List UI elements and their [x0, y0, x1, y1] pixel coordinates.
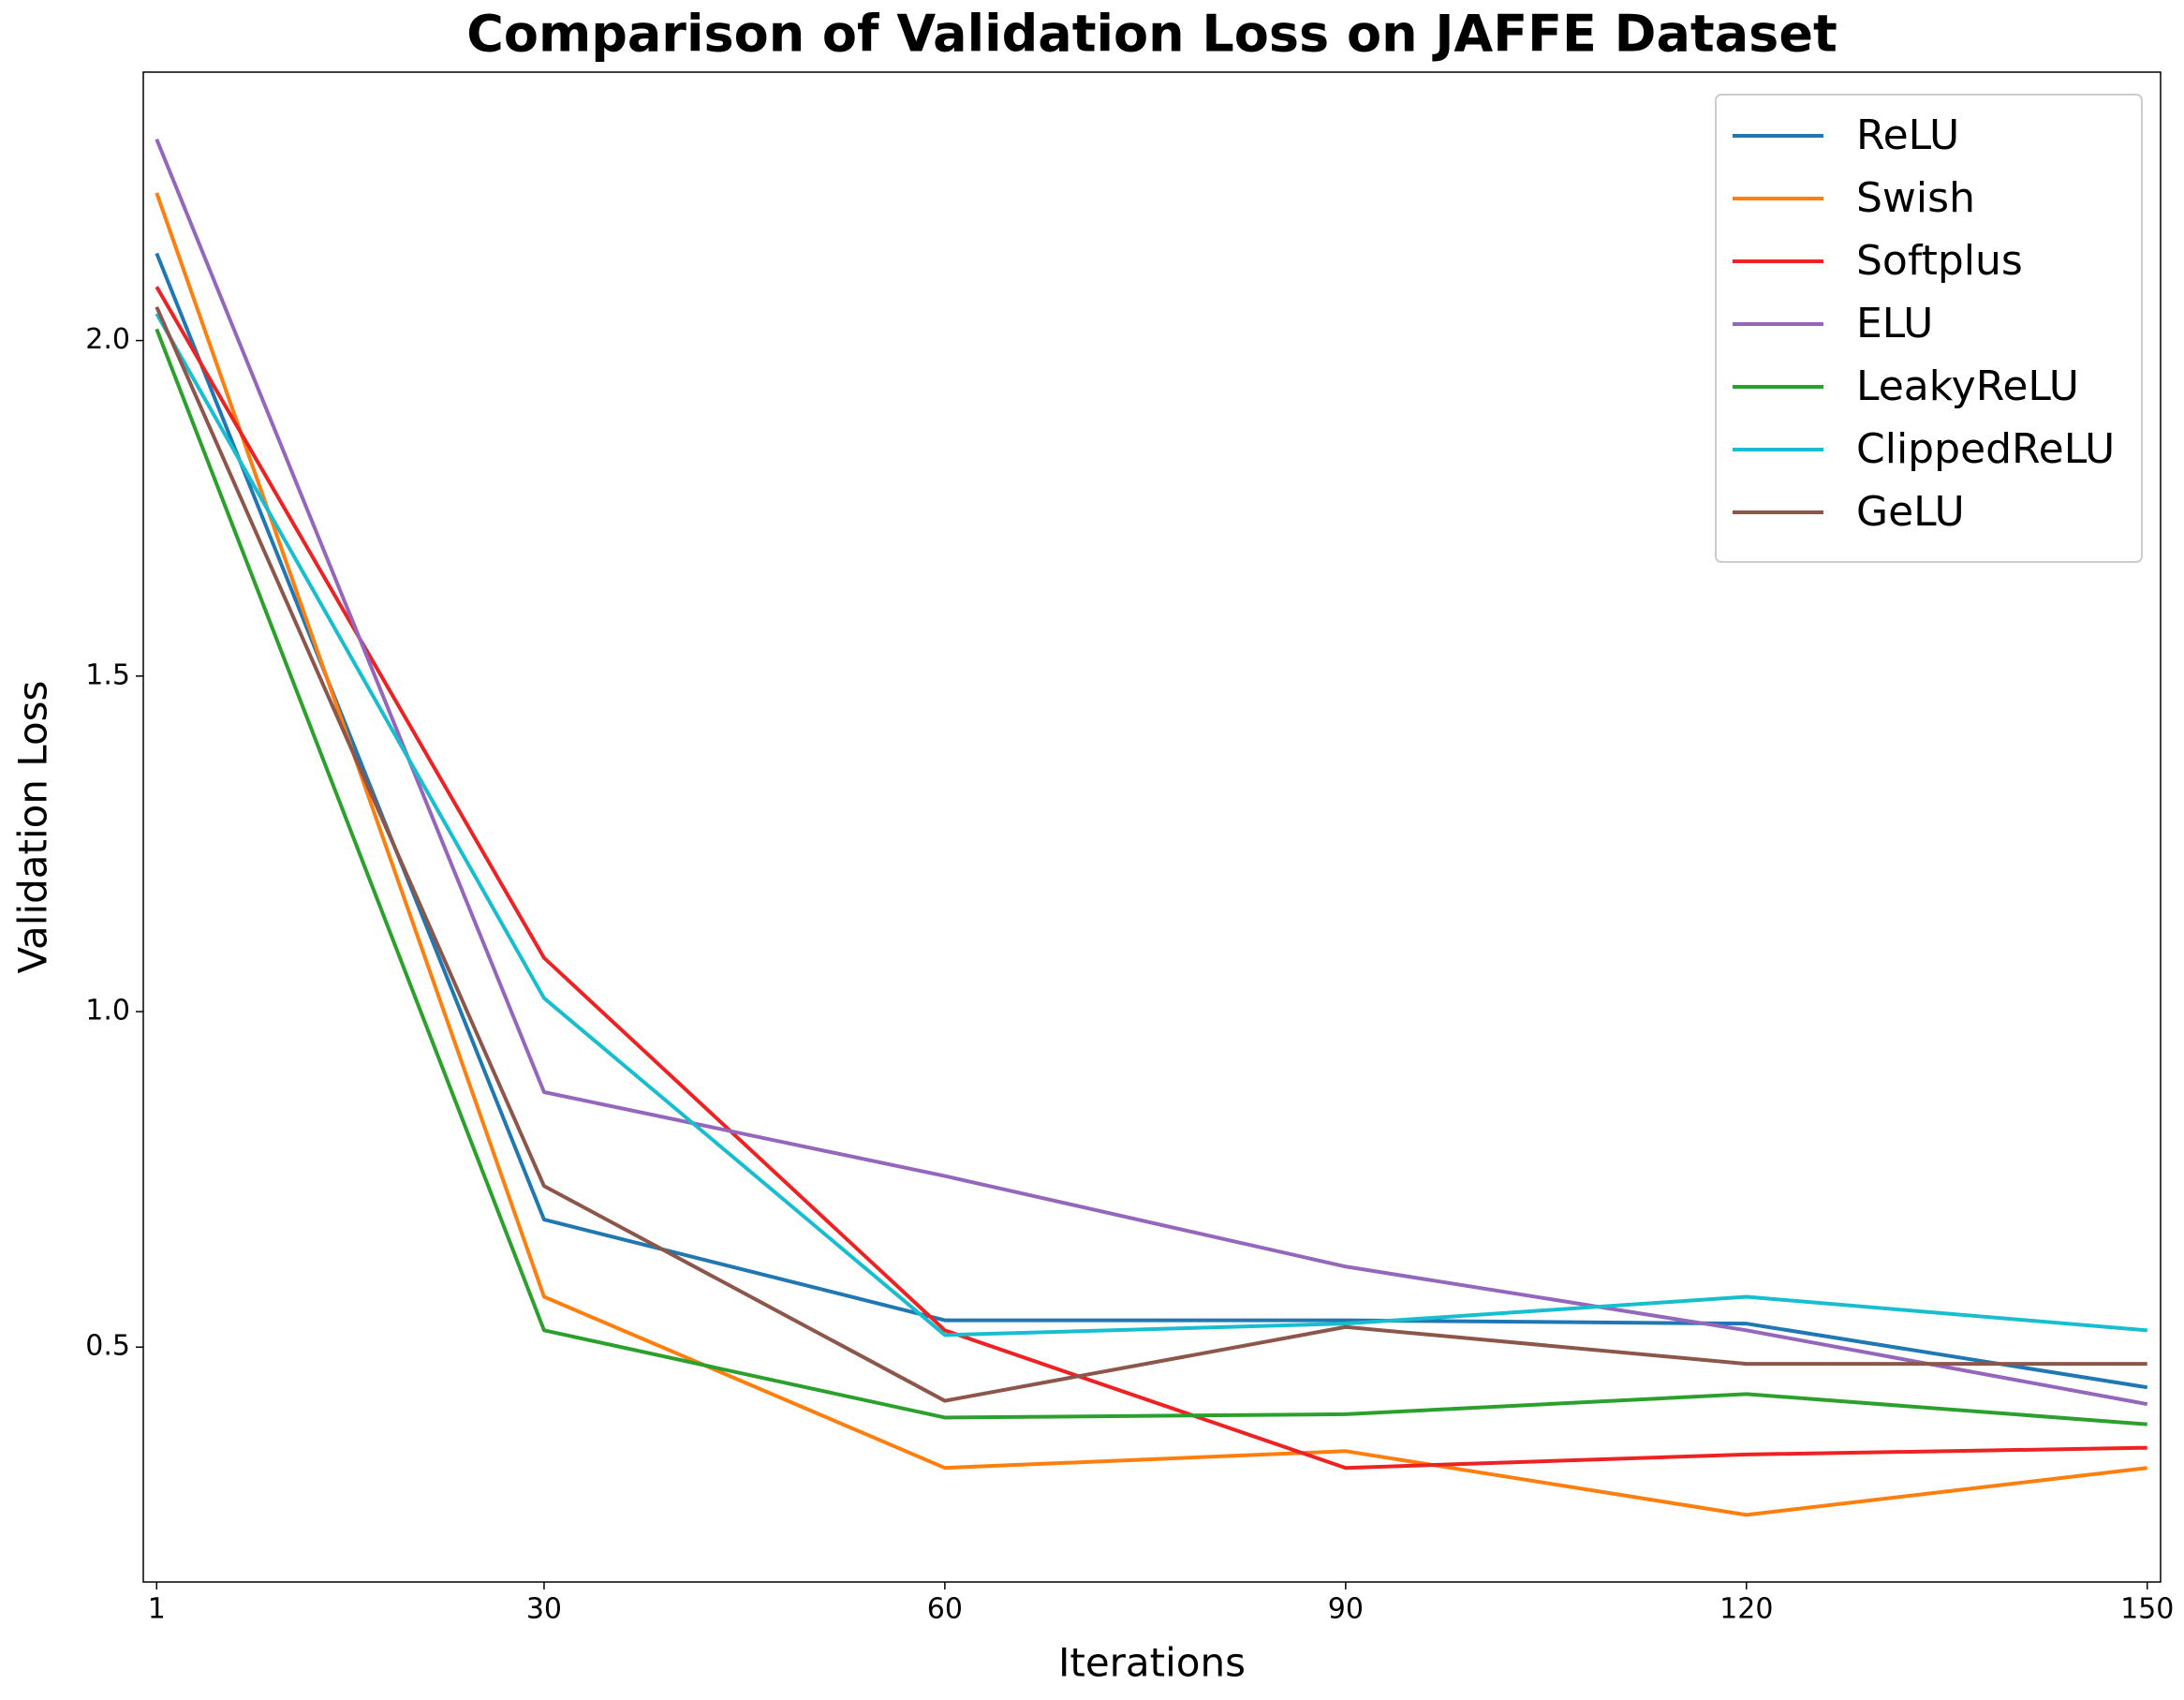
- x-tick-label: 120: [1719, 1593, 1773, 1626]
- x-tick-label: 1: [148, 1593, 166, 1626]
- legend: ReLU Swish Softplus ELU LeakyReLU ClippedReLU…: [1715, 94, 2143, 563]
- x-tick-label: 90: [1328, 1593, 1364, 1626]
- x-axis-label: Iterations: [1058, 1640, 1246, 1686]
- legend-label: Softplus: [1856, 237, 2023, 285]
- legend-label: LeakyReLU: [1856, 362, 2079, 410]
- y-axis-label: Validation Loss: [10, 681, 56, 974]
- series-line: [155, 305, 2147, 1403]
- legend-label: ClippedReLU: [1856, 425, 2115, 473]
- x-tick-label: 150: [2120, 1593, 2174, 1626]
- series-line: [155, 286, 2147, 1471]
- legend-label: GeLU: [1856, 488, 1965, 536]
- y-tick-label: 0.5: [85, 1330, 130, 1363]
- legend-label: ELU: [1856, 300, 1933, 347]
- x-tick-label: 30: [526, 1593, 562, 1626]
- chart-title: Comparison of Validation Loss on JAFFE D…: [466, 5, 1837, 64]
- y-tick-label: 1.5: [85, 658, 130, 691]
- legend-box: [1715, 94, 2143, 563]
- series-line: [155, 192, 2147, 1517]
- y-tick-label: 2.0: [85, 323, 130, 356]
- plot-frame: [142, 71, 2162, 1583]
- series-line: [155, 328, 2147, 1427]
- series-line: [155, 312, 2147, 1338]
- y-tick-label: 1.0: [85, 995, 130, 1027]
- series-line: [155, 138, 2148, 1407]
- legend-label: Swish: [1856, 174, 1975, 222]
- series-line: [155, 252, 2148, 1390]
- legend-label: ReLU: [1856, 111, 1959, 159]
- x-tick-label: 60: [927, 1593, 963, 1626]
